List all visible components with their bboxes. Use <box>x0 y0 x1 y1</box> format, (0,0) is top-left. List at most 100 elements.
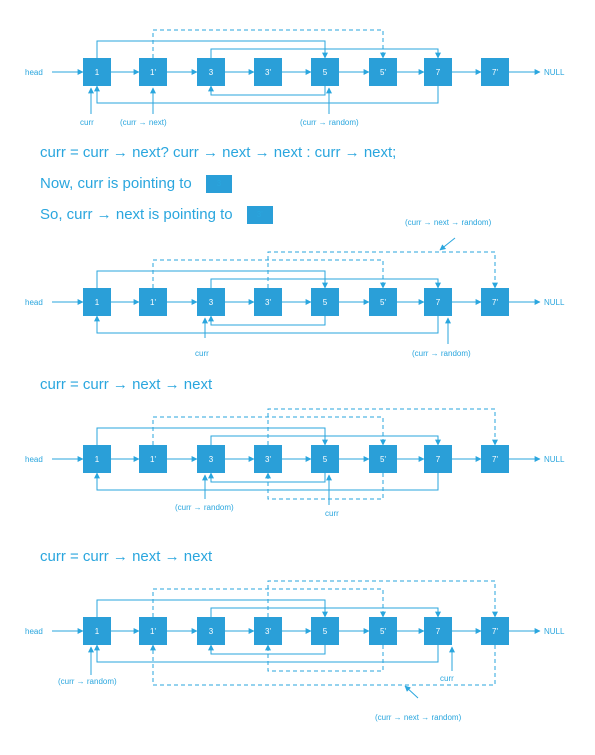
null-label: NULL <box>544 68 565 77</box>
null-label: NULL <box>544 455 565 464</box>
node-label: 5 <box>323 455 328 464</box>
inline-node-3: 3 <box>205 175 232 194</box>
node-3 <box>197 617 225 645</box>
d1-curr-next-label: (curr → next) <box>120 118 167 127</box>
node-1 <box>83 445 111 473</box>
node-2 <box>139 445 167 473</box>
list-diagram-1: head 1 1' 3 3' 5 5' 7 7' NULL <box>25 29 565 114</box>
d2-curr-label: curr <box>195 349 209 358</box>
node-3 <box>197 445 225 473</box>
node-7 <box>424 58 452 86</box>
node-label: 1' <box>150 455 156 464</box>
node-4 <box>254 288 282 316</box>
node-2 <box>139 617 167 645</box>
d4-curr-next-random-label: (curr → next → random) <box>375 713 462 722</box>
node-label: 5' <box>380 455 386 464</box>
d1-curr-random-label: (curr → random) <box>300 118 359 127</box>
inline-node-3prime: 3' <box>246 206 273 225</box>
copy-random-5p-3p <box>265 472 384 500</box>
node-5 <box>311 58 339 86</box>
node-label: 3' <box>265 298 271 307</box>
node-label: 5 <box>323 627 328 636</box>
head-label: head <box>25 455 43 464</box>
copy-random-7p-1p <box>150 644 496 686</box>
node-8 <box>481 445 509 473</box>
node-label: 1 <box>95 68 100 77</box>
node-6 <box>369 617 397 645</box>
node-1 <box>83 58 111 86</box>
curr-next-random-pointer <box>404 685 419 699</box>
node-label: 3 <box>209 298 214 307</box>
code-line-advance-2: curr = curr → next → next <box>40 548 212 565</box>
node-4 <box>254 58 282 86</box>
copy-random-3p-7p <box>267 251 498 289</box>
random-3-to-7 <box>210 607 441 618</box>
node-label: 5' <box>380 298 386 307</box>
node-4 <box>254 445 282 473</box>
null-label: NULL <box>544 298 565 307</box>
random-3-to-7 <box>210 48 441 59</box>
node-8 <box>481 617 509 645</box>
node-label: 7' <box>492 627 498 636</box>
node-label: 1 <box>95 627 100 636</box>
node-label: 1' <box>150 68 156 77</box>
ternary-expression: curr = curr → next? curr → next → next :… <box>40 144 397 161</box>
inline-node-3-label: 3 <box>216 179 222 189</box>
random-5-to-3 <box>208 85 326 96</box>
node-label: 7' <box>492 68 498 77</box>
d1-curr-label: curr <box>80 118 94 127</box>
node-label: 3' <box>265 455 271 464</box>
node-5 <box>311 617 339 645</box>
d4-curr-label: curr <box>440 674 454 683</box>
node-1 <box>83 288 111 316</box>
node-label: 5' <box>380 68 386 77</box>
node-label: 7' <box>492 298 498 307</box>
d2-curr-random-label: (curr → random) <box>412 349 471 358</box>
node-label: 1' <box>150 627 156 636</box>
copy-random-5p-3p <box>265 644 384 672</box>
node-label: 3' <box>265 68 271 77</box>
random-3-to-7 <box>210 435 441 446</box>
node-2 <box>139 58 167 86</box>
list-diagram-4: head 1 1' 3 3' 5 5' 7 7' NULL <box>25 580 565 699</box>
d3-curr-label: curr <box>325 509 339 518</box>
node-3 <box>197 58 225 86</box>
copy-random-3p-7p <box>267 580 498 618</box>
node-7 <box>424 617 452 645</box>
node-6 <box>369 288 397 316</box>
node-label: 7 <box>436 627 441 636</box>
node-5 <box>311 445 339 473</box>
random-3-to-7 <box>210 278 441 289</box>
node-label: 7 <box>436 455 441 464</box>
head-label: head <box>25 68 43 77</box>
node-label: 3' <box>265 627 271 636</box>
d4-curr-random-label: (curr → random) <box>58 677 117 686</box>
node-4 <box>254 617 282 645</box>
node-7 <box>424 445 452 473</box>
node-label: 7 <box>436 68 441 77</box>
copy-random-1p-5p <box>152 29 386 59</box>
node-label: 7 <box>436 298 441 307</box>
so-curr-next-line: So, curr → next is pointing to 3' <box>40 206 273 225</box>
now-curr-text: Now, curr is pointing to <box>40 175 192 192</box>
node-5 <box>311 288 339 316</box>
node-label: 1 <box>95 298 100 307</box>
node-2 <box>139 288 167 316</box>
node-label: 7' <box>492 455 498 464</box>
null-label: NULL <box>544 627 565 636</box>
node-3 <box>197 288 225 316</box>
d3-curr-random-label: (curr → random) <box>175 503 234 512</box>
node-6 <box>369 58 397 86</box>
node-7 <box>424 288 452 316</box>
head-label: head <box>25 627 43 636</box>
node-1 <box>83 617 111 645</box>
advance-expression-2: curr = curr → next → next <box>40 548 213 565</box>
node-8 <box>481 288 509 316</box>
random-5-to-3 <box>208 315 326 326</box>
copy-random-3p-7p <box>267 408 498 446</box>
head-label: head <box>25 298 43 307</box>
so-curr-next-text: So, curr → next is pointing to <box>40 206 233 223</box>
random-7-to-1 <box>94 85 439 104</box>
node-8 <box>481 58 509 86</box>
